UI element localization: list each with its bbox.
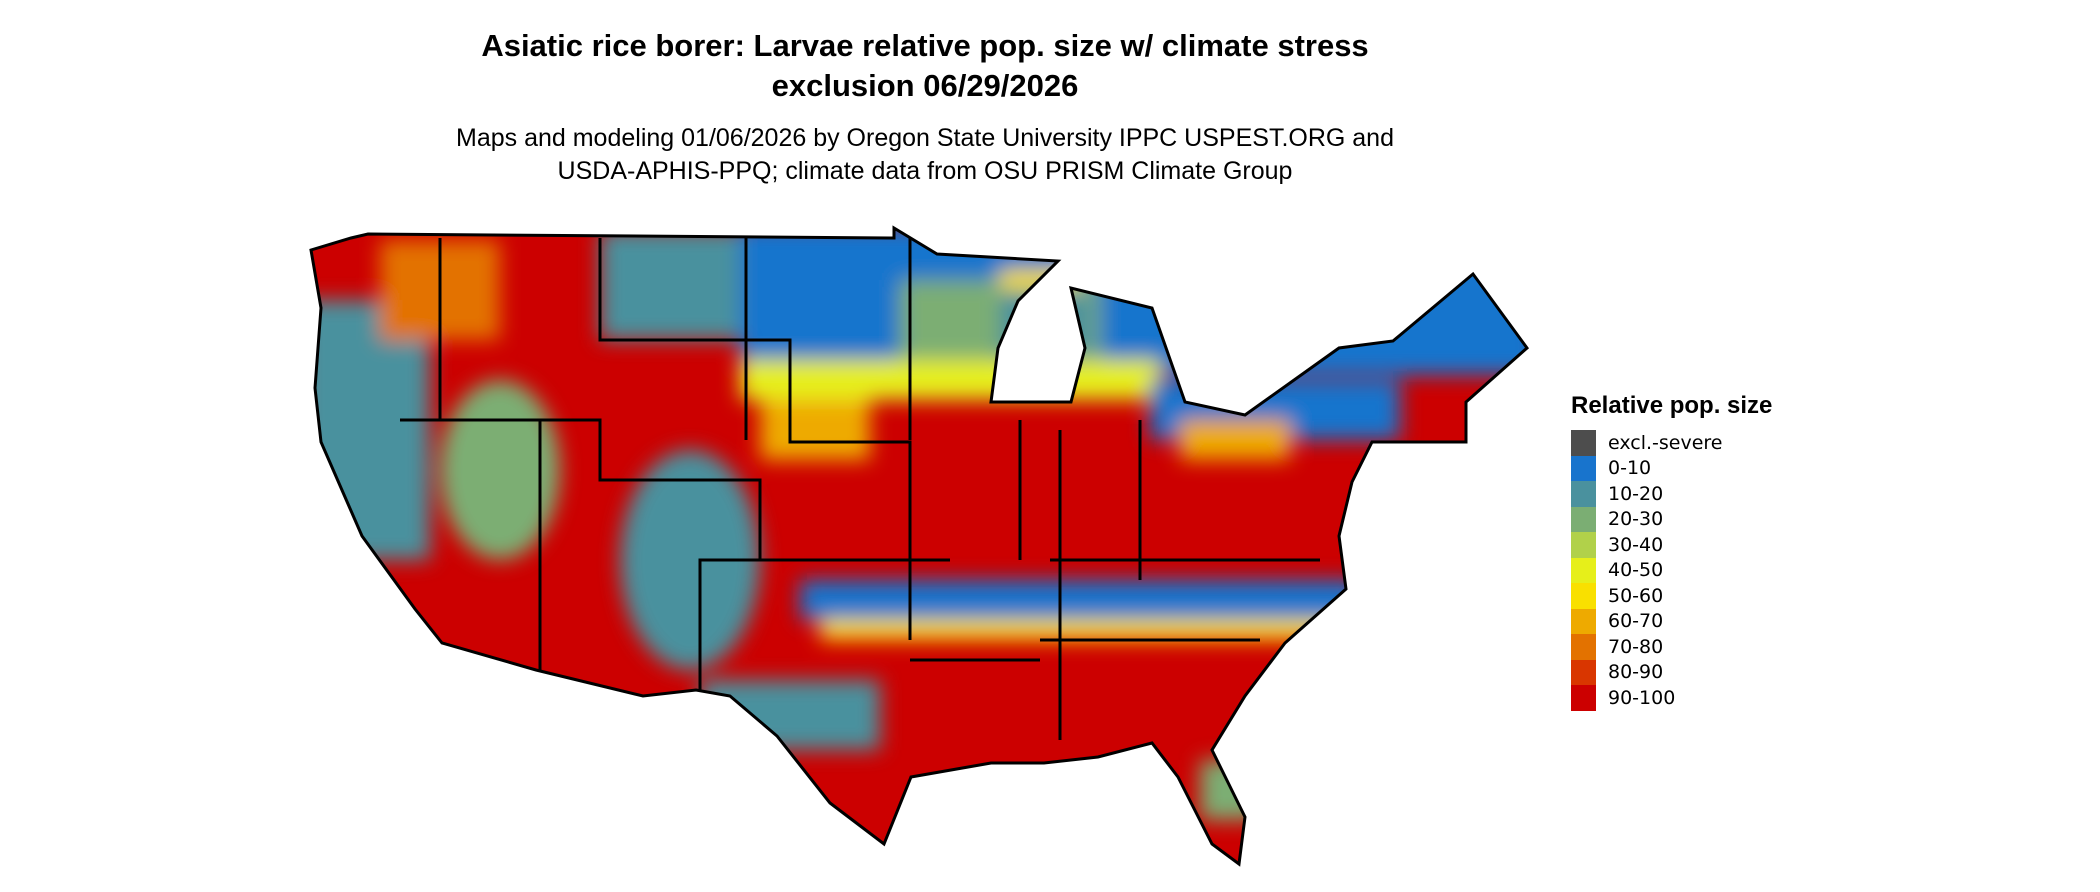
legend-item: 60-70	[1571, 608, 1772, 634]
population-raster	[311, 228, 1527, 864]
legend-swatch	[1571, 506, 1596, 532]
legend-label: 60-70	[1608, 610, 1664, 633]
legend-swatch	[1571, 583, 1596, 609]
legend-label: 70-80	[1608, 635, 1664, 658]
legend-item: excl.-severe	[1571, 430, 1772, 456]
legend-swatch	[1571, 557, 1596, 583]
legend-label: 0-10	[1608, 457, 1652, 480]
legend-swatch	[1571, 430, 1596, 456]
legend-swatch	[1571, 608, 1596, 634]
legend-label: 40-50	[1608, 559, 1664, 582]
legend-swatch	[1571, 455, 1596, 481]
legend-swatch	[1571, 685, 1596, 711]
legend-item: 80-90	[1571, 659, 1772, 685]
legend-item: 90-100	[1571, 685, 1772, 711]
subtitle-line-2: USDA-APHIS-PPQ; climate data from OSU PR…	[557, 157, 1293, 185]
legend-item: 10-20	[1571, 481, 1772, 507]
legend-label: 90-100	[1608, 686, 1676, 709]
legend-item: 70-80	[1571, 634, 1772, 660]
legend-label: 20-30	[1608, 508, 1664, 531]
legend-swatch	[1571, 659, 1596, 685]
legend-swatch	[1571, 481, 1596, 507]
map-title-line-1: Asiatic rice borer: Larvae relative pop.…	[481, 28, 1369, 63]
legend-item: 0-10	[1571, 455, 1772, 481]
legend-item: 30-40	[1571, 532, 1772, 558]
legend-swatch	[1571, 532, 1596, 558]
legend-label: excl.-severe	[1608, 431, 1723, 454]
legend-item: 20-30	[1571, 506, 1772, 532]
subtitle-line-1: Maps and modeling 01/06/2026 by Oregon S…	[456, 124, 1394, 152]
map-title-line-2: exclusion 06/29/2026	[771, 68, 1079, 103]
legend-label: 80-90	[1608, 661, 1664, 684]
legend: Relative pop. size excl.-severe 0-10 10-20…	[1571, 392, 1772, 711]
legend-item: 50-60	[1571, 583, 1772, 609]
state-boundaries	[309, 226, 1529, 866]
legend-label: 50-60	[1608, 584, 1664, 607]
legend-swatch	[1571, 634, 1596, 660]
legend-item: 40-50	[1571, 557, 1772, 583]
legend-title: Relative pop. size	[1571, 392, 1773, 419]
legend-label: 10-20	[1608, 482, 1664, 505]
legend-label: 30-40	[1608, 533, 1664, 556]
